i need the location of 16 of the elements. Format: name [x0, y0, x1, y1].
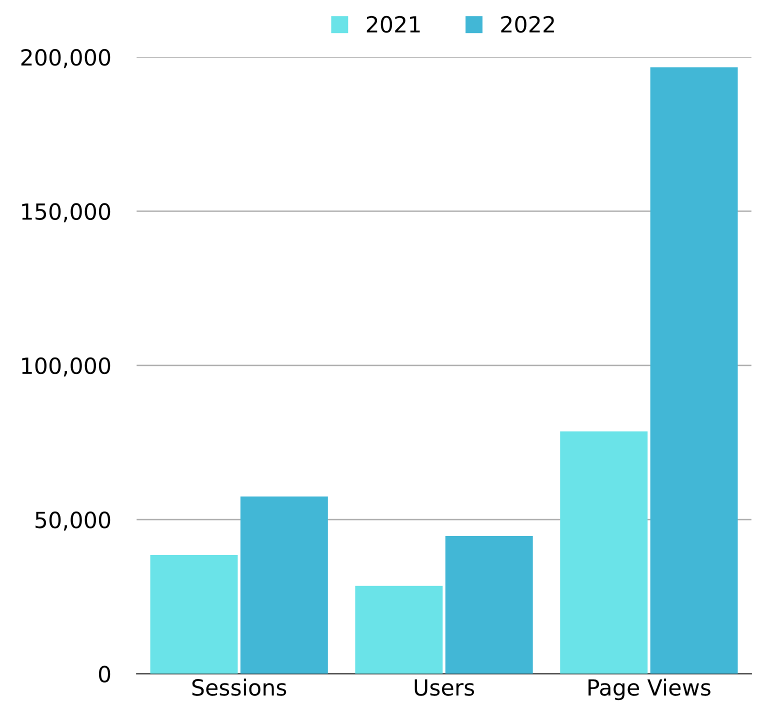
y-tick-label: 200,000	[21, 48, 110, 68]
bar	[650, 67, 738, 674]
x-tick-label: Users	[414, 679, 474, 696]
legend-label: 2022	[501, 16, 554, 33]
bar	[240, 496, 328, 674]
bar	[150, 555, 238, 674]
bar	[445, 536, 533, 674]
y-tick-label: 50,000	[36, 512, 110, 531]
y-tick-label: 0	[98, 666, 110, 683]
y-tick-label: 150,000	[22, 203, 110, 222]
bar	[560, 431, 648, 674]
bar	[355, 586, 443, 674]
x-tick-label: Sessions	[192, 678, 286, 696]
x-tick-label: Page Views	[588, 678, 710, 700]
y-tick-label: 100,000	[22, 357, 110, 376]
legend-label: 2021	[366, 16, 420, 33]
